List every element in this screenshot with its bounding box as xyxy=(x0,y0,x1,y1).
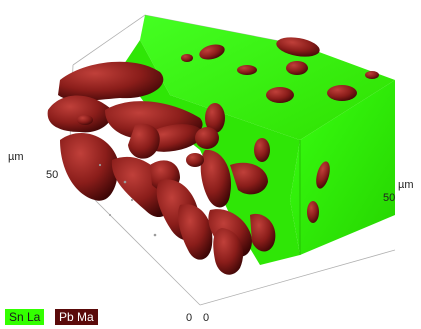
legend-sn-la: Sn La xyxy=(5,309,45,325)
right-axis-tick-50: 50 xyxy=(383,192,396,204)
pb-inclusions-surface xyxy=(181,37,379,223)
origin-label-right: 0 xyxy=(203,312,210,324)
legend-pb-ma: Pb Ma xyxy=(55,309,98,325)
pb-inclusions-cutaway xyxy=(47,61,276,275)
left-axis-tick-50: 50 xyxy=(46,169,59,181)
left-axis-unit: µm xyxy=(8,151,24,163)
sn-top-face xyxy=(140,15,395,140)
right-axis-unit: µm xyxy=(398,179,414,191)
origin-label-left: 0 xyxy=(186,312,193,324)
background-specks xyxy=(98,163,157,237)
